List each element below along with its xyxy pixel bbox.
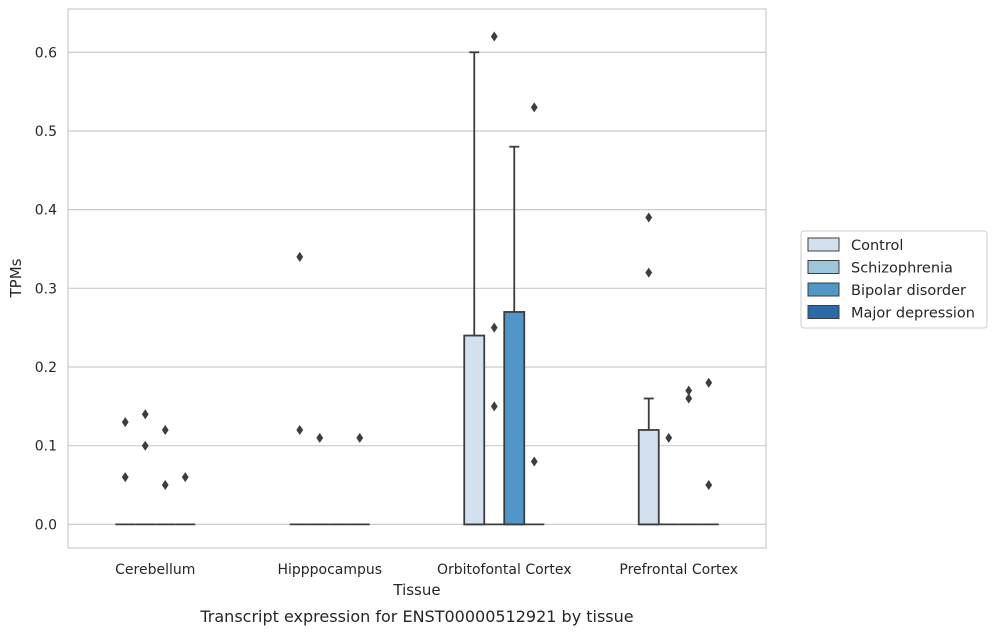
outlier-point <box>161 424 169 435</box>
legend: Control Schizophrenia Bipolar disorder Majo… <box>800 230 988 329</box>
outlier-point <box>645 267 653 278</box>
outlier-point <box>161 480 169 491</box>
y-tick-label: 0.4 <box>35 203 57 219</box>
outlier-point <box>490 31 498 42</box>
y-axis-title: TPMs <box>7 258 25 298</box>
outlier-point <box>121 472 129 483</box>
outlier-point <box>490 322 498 333</box>
legend-swatch <box>807 260 840 274</box>
box-marks <box>115 31 719 526</box>
y-tick-label: 0.3 <box>35 281 57 297</box>
outlier-point <box>296 424 304 435</box>
box <box>503 311 526 526</box>
box <box>463 334 486 526</box>
gridlines <box>68 51 766 525</box>
x-tick-label: Prefrontal Cortex <box>619 562 738 578</box>
outlier-point <box>296 251 304 262</box>
outlier-point <box>181 472 189 483</box>
outlier-point <box>685 393 693 404</box>
outlier-point <box>141 440 149 451</box>
outlier-point <box>141 409 149 420</box>
x-tick-label: Orbitofontal Cortex <box>437 562 572 578</box>
box <box>637 429 660 526</box>
x-axis-title: Tissue <box>392 581 440 599</box>
legend-swatch <box>807 237 840 252</box>
y-tick-label: 0.5 <box>35 124 57 140</box>
y-tick-label: 0.6 <box>35 45 57 61</box>
outlier-point <box>705 480 713 491</box>
legend-label: Control <box>851 238 903 254</box>
x-tick-label: Cerebellum <box>115 562 195 578</box>
outlier-point <box>530 456 538 467</box>
outlier-point <box>665 432 673 443</box>
outlier-point <box>316 432 324 443</box>
outlier-point <box>645 212 653 223</box>
outlier-point <box>121 417 129 428</box>
outlier-point <box>490 401 498 412</box>
legend-label: Bipolar disorder <box>851 283 966 299</box>
outlier-point <box>356 432 364 443</box>
legend-frame <box>800 230 988 329</box>
legend-label: Major depression <box>851 306 975 322</box>
outlier-point <box>530 102 538 113</box>
chart-caption: Transcript expression for ENST0000051292… <box>199 607 633 626</box>
y-tick-labels: 0.0 0.1 0.2 0.3 0.4 0.5 0.6 <box>35 45 57 533</box>
outlier-point <box>685 385 693 396</box>
legend-swatch <box>807 305 840 319</box>
x-tick-label: Hipppocampus <box>277 562 382 578</box>
x-tick-labels: Cerebellum Hipppocampus Orbitofontal Corte… <box>115 562 738 578</box>
y-tick-label: 0.1 <box>35 439 57 455</box>
y-tick-label: 0.0 <box>35 517 57 533</box>
y-tick-label: 0.2 <box>35 360 57 376</box>
outlier-point <box>705 377 713 388</box>
plot-area-frame <box>67 8 767 549</box>
legend-label: Schizophrenia <box>851 261 953 277</box>
legend-swatch <box>807 282 840 297</box>
